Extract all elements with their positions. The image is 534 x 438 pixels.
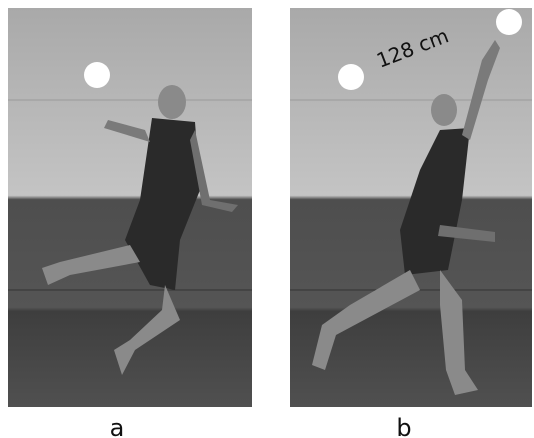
panel-label: a bbox=[110, 414, 125, 438]
ball bbox=[338, 64, 364, 90]
ball bbox=[496, 9, 522, 35]
page: 128 cm a b (() => { const data = JSON.pa… bbox=[0, 0, 534, 438]
figure: 128 cm a b bbox=[0, 0, 534, 438]
ball bbox=[84, 62, 110, 88]
photo-a bbox=[8, 8, 252, 407]
photo-b: 128 cm bbox=[290, 8, 532, 407]
panel-label: b bbox=[396, 414, 411, 438]
